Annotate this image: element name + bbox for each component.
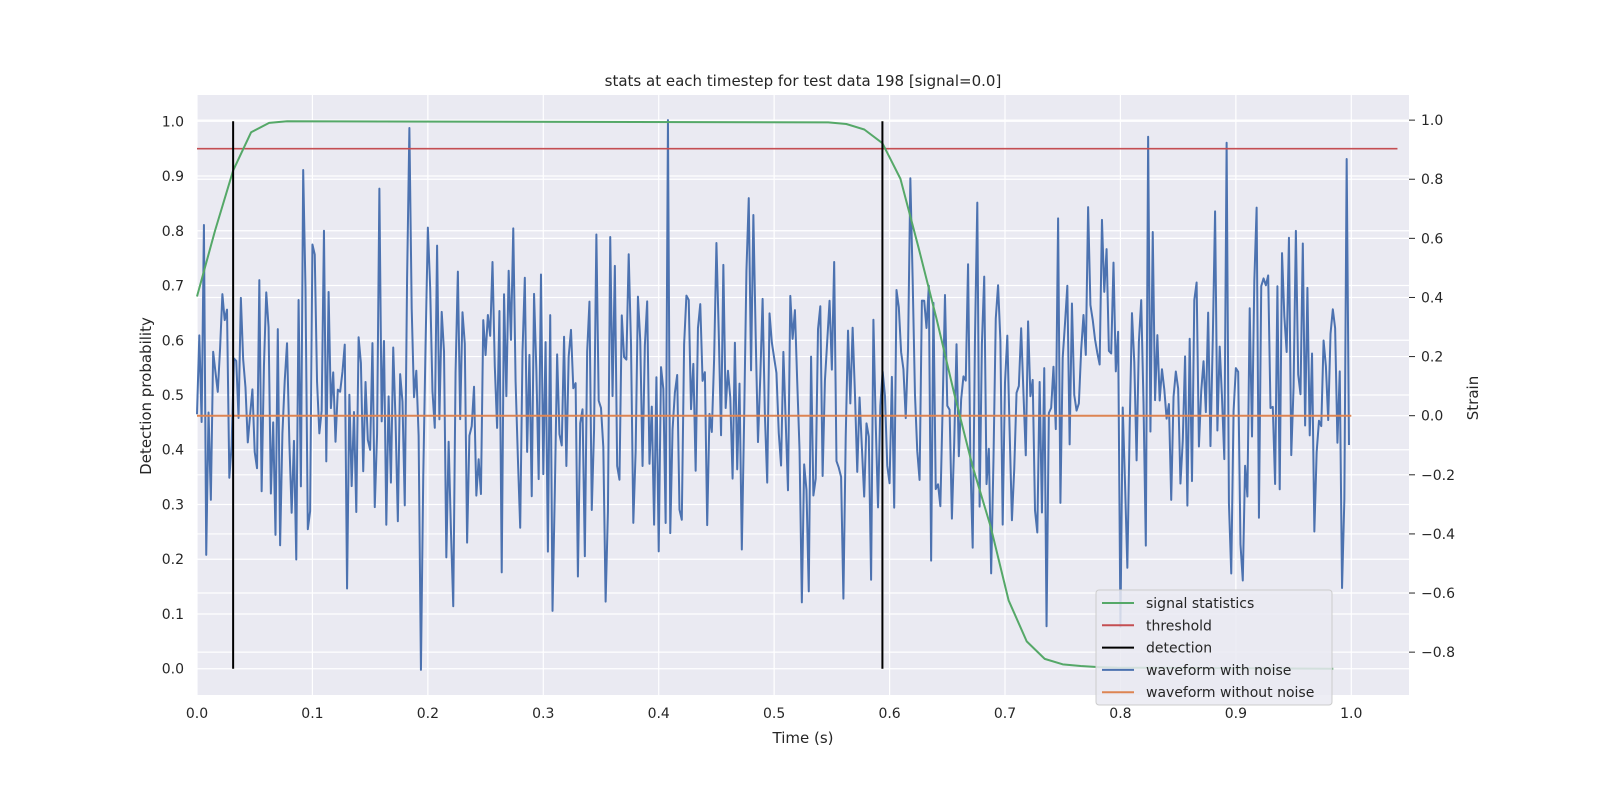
- y2-tick-label: 0.2: [1421, 350, 1443, 366]
- y-tick-label: 0.0: [162, 662, 184, 678]
- x-tick-label: 0.4: [648, 706, 670, 722]
- legend-label: waveform with noise: [1146, 663, 1291, 679]
- legend-box: [1095, 589, 1333, 706]
- x-tick-label: 0.9: [1225, 706, 1247, 722]
- legend-label: waveform without noise: [1146, 685, 1314, 701]
- x-tick-label: 0.6: [878, 706, 900, 722]
- series-layer: [196, 119, 1398, 671]
- chart-title: stats at each timestep for test data 198…: [605, 72, 1002, 90]
- y2-tick-label: −0.8: [1421, 645, 1455, 661]
- y-tick-label: 0.6: [162, 333, 184, 349]
- y2-tick-label: −0.6: [1421, 586, 1455, 602]
- x-tick-labels: 0.0 0.1 0.2 0.3 0.4 0.5 0.6 0.7 0.8 0.9 1.0: [186, 706, 1363, 722]
- y2-tick-label: 1.0: [1421, 113, 1443, 129]
- y2-tick-label: 0.0: [1421, 409, 1443, 425]
- y-tick-label: 0.1: [162, 607, 184, 623]
- legend-label: signal statistics: [1146, 596, 1254, 612]
- x-tick-label: 0.0: [186, 706, 208, 722]
- x-tick-label: 0.5: [763, 706, 785, 722]
- y2-tick-labels: −0.8 −0.6 −0.4 −0.2 0.0 0.2 0.4 0.6 0.8 1.0: [1409, 113, 1455, 661]
- series-signal-statistics: [196, 120, 1334, 670]
- y-axis-label: Detection probability: [137, 317, 155, 475]
- y2-tick-label: −0.4: [1421, 527, 1455, 543]
- y-tick-label: 0.4: [162, 443, 184, 459]
- x-tick-label: 0.1: [301, 706, 323, 722]
- legend-label: threshold: [1146, 618, 1212, 634]
- y2-tick-label: −0.2: [1421, 468, 1455, 484]
- y2-tick-label: 0.8: [1421, 172, 1443, 188]
- y-tick-label: 0.7: [162, 279, 184, 295]
- legend-label: detection: [1146, 641, 1212, 657]
- series-waveform-with-noise: [196, 119, 1350, 671]
- x-tick-label: 0.8: [1109, 706, 1131, 722]
- y-tick-label: 0.9: [162, 169, 184, 185]
- x-tick-label: 0.7: [994, 706, 1016, 722]
- y2-tick-label: 0.6: [1421, 231, 1443, 247]
- y-tick-label: 0.2: [162, 552, 184, 568]
- x-tick-label: 0.3: [532, 706, 554, 722]
- y-tick-label: 0.5: [162, 388, 184, 404]
- legend: signal statistics threshold detection wavef…: [1095, 589, 1333, 706]
- y2-tick-label: 0.4: [1421, 290, 1443, 306]
- y2-axis-label: Strain: [1464, 376, 1482, 420]
- x-tick-label: 1.0: [1340, 706, 1362, 722]
- y-tick-labels: 0.0 0.1 0.2 0.3 0.4 0.5 0.6 0.7 0.8 0.9 1.0: [162, 114, 184, 677]
- y-tick-label: 0.3: [162, 497, 184, 513]
- x-axis-label: Time (s): [772, 729, 834, 747]
- y-tick-label: 0.8: [162, 224, 184, 240]
- x-tick-label: 0.2: [417, 706, 439, 722]
- y-tick-label: 1.0: [162, 114, 184, 130]
